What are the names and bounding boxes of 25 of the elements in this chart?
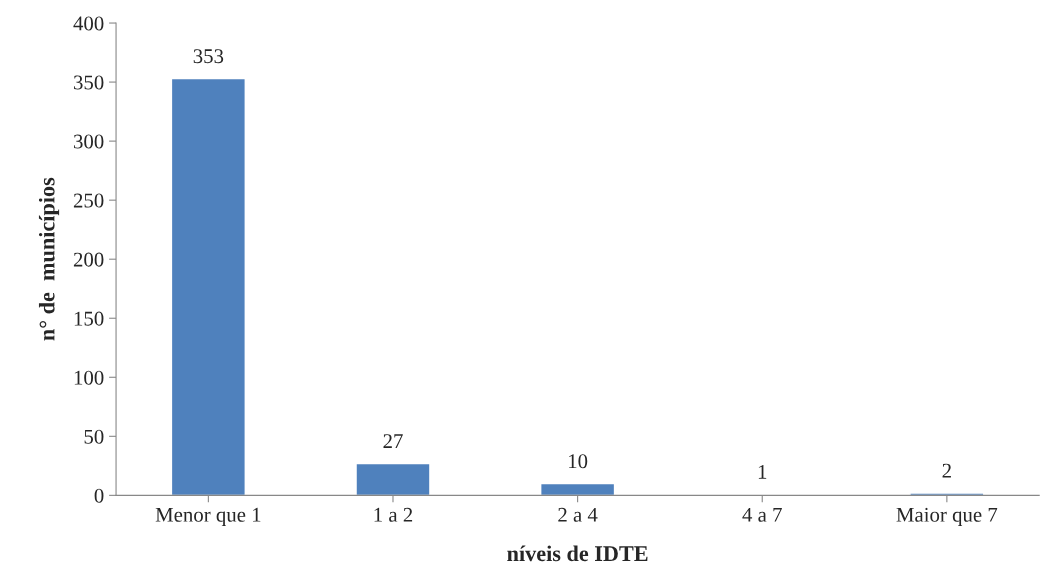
x-tick-label: Menor que 1 (155, 507, 261, 527)
bar (170, 77, 246, 496)
y-tick-label: 350 (73, 75, 104, 90)
x-tick-label: Maior que 7 (896, 507, 998, 527)
bar (539, 482, 616, 496)
x-tick-label: 4 a 7 (742, 507, 782, 522)
x-tick-label: 2 a 4 (558, 507, 598, 522)
y-tick-label: 200 (73, 252, 104, 267)
y-tick-label: 250 (73, 193, 104, 208)
y-tick-label: 150 (74, 311, 104, 326)
data-label: 1 (758, 464, 767, 479)
y-tick-label: 50 (84, 429, 104, 444)
x-tick-label: 1 a 2 (374, 507, 413, 522)
data-label: 27 (383, 434, 403, 448)
y-tick-label: 400 (73, 16, 104, 31)
data-label: 10 (569, 454, 588, 469)
y-tick-label: 0 (94, 488, 104, 503)
y-axis-title: n° de municípios (38, 177, 60, 341)
bar (355, 462, 431, 496)
y-tick-label: 100 (74, 370, 104, 385)
data-label: 353 (193, 49, 224, 64)
x-axis-title: níveis de IDTE (507, 545, 648, 562)
y-tick-label: 300 (73, 134, 104, 149)
data-label: 2 (942, 463, 951, 478)
bar (909, 492, 985, 496)
